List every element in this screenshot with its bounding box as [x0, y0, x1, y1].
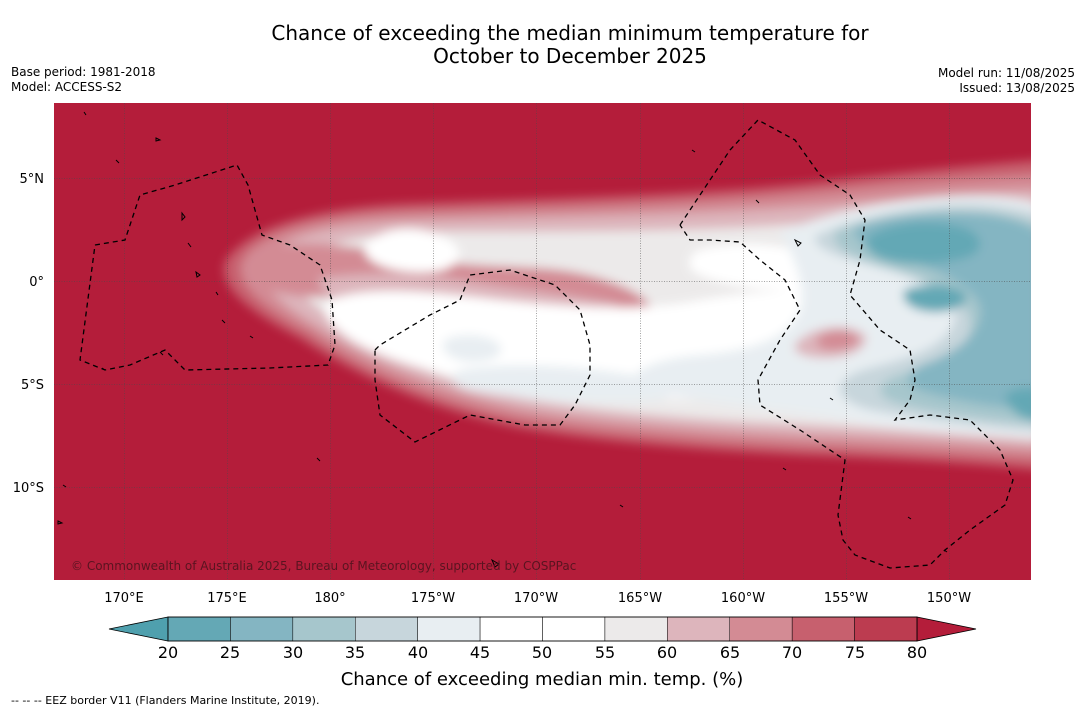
- model-name: Model: ACCESS-S2: [11, 80, 123, 94]
- colorbar-segment: [667, 616, 731, 642]
- colorbar-tick-label: 70: [782, 643, 802, 662]
- colorbar-tick-label: 80: [907, 643, 927, 662]
- longitude-gridlines: [124, 103, 950, 580]
- lon-tick-label: 155°W: [824, 591, 868, 606]
- band-20: [865, 222, 980, 264]
- colorbar-tick-label: 75: [845, 643, 865, 662]
- lon-tick-label: 165°W: [618, 591, 662, 606]
- colorbar-segment: [542, 616, 606, 642]
- lat-tick-label: 10°S: [13, 481, 44, 496]
- colorbar-tick-label: 25: [220, 643, 240, 662]
- eez-borders: [79, 119, 1014, 569]
- eez-footnote: -- -- -- EEZ border V11 (Flanders Marine…: [11, 694, 320, 707]
- colorbar-tick-label: 50: [532, 643, 552, 662]
- title-line-2: October to December 2025: [433, 44, 707, 68]
- base-period: Base period: 1981-2018: [11, 65, 156, 79]
- lon-tick-label: 175°W: [411, 591, 455, 606]
- lon-tick-label: 150°W: [927, 591, 971, 606]
- colorbar-tick-label: 35: [345, 643, 365, 662]
- colorbar-segment: [729, 616, 793, 642]
- band-20-b: [903, 285, 966, 312]
- run-info: Model run: 11/08/2025 Issued: 13/08/2025: [938, 66, 1075, 96]
- model-info: Base period: 1981-2018 Model: ACCESS-S2: [11, 65, 156, 95]
- cool-patch-south: [452, 365, 676, 403]
- lat-tick-label: 5°N: [20, 172, 45, 187]
- longitude-labels: 170°E 175°E 180° 175°W 170°W 165°W 160°W…: [104, 591, 971, 606]
- colorbar-segment: [167, 616, 231, 642]
- colorbar-ticks: 20 25 30 35 40 45 50 55 60 65 70 75 80: [158, 643, 927, 662]
- lon-tick-label: 175°E: [207, 591, 247, 606]
- colorbar-segment: [230, 616, 294, 642]
- colorbar-over-arrow: [916, 616, 977, 642]
- colorbar-segment: [854, 616, 918, 642]
- white-patch-north: [364, 228, 460, 273]
- probability-field: [224, 160, 1031, 470]
- lon-tick-label: 170°E: [104, 591, 144, 606]
- eez-kiribati-line: [679, 119, 1014, 569]
- map-area: © Commonwealth of Australia 2025, Bureau…: [54, 103, 1031, 580]
- lat-tick-label: 5°S: [21, 378, 44, 393]
- colorbar-segments: [167, 616, 918, 642]
- colorbar-under-arrow: [108, 616, 169, 642]
- lon-tick-label: 160°W: [721, 591, 765, 606]
- eez-kiribati-gilbert: [79, 164, 336, 371]
- colorbar-title: Chance of exceeding median min. temp. (%…: [341, 669, 744, 690]
- colorbar-tick-label: 60: [657, 643, 677, 662]
- colorbar: 20 25 30 35 40 45 50 55 60 65 70 75 80 C…: [108, 616, 977, 690]
- eez-kiribati-phoenix: [374, 269, 591, 443]
- cool-patch-west: [442, 335, 501, 362]
- colorbar-tick-label: 55: [595, 643, 615, 662]
- lon-tick-label: 180°: [314, 591, 345, 606]
- colorbar-segment: [479, 616, 543, 642]
- band-20-c: [1005, 387, 1031, 420]
- map-title: Chance of exceeding the median minimum t…: [0, 22, 1085, 68]
- latitude-labels: 5°N 0° 5°S 10°S: [13, 172, 44, 496]
- islands: [57, 111, 948, 568]
- colorbar-tick-label: 30: [283, 643, 303, 662]
- model-run: Model run: 11/08/2025: [937, 66, 1075, 80]
- lon-tick-label: 170°W: [514, 591, 558, 606]
- colorbar-tick-label: 45: [470, 643, 490, 662]
- colorbar-segment: [417, 616, 481, 642]
- colorbar-segment: [791, 616, 855, 642]
- lat-tick-label: 0°: [29, 275, 44, 290]
- colorbar-frame: [167, 616, 918, 642]
- colorbar-segment: [355, 616, 418, 642]
- title-line-1: Chance of exceeding the median minimum t…: [271, 21, 869, 45]
- warm-spot-core: [816, 330, 859, 350]
- copyright-notice: © Commonwealth of Australia 2025, Bureau…: [71, 559, 576, 573]
- colorbar-tick-label: 65: [720, 643, 740, 662]
- colorbar-segment: [292, 616, 356, 642]
- colorbar-tick-label: 40: [408, 643, 428, 662]
- colorbar-segment: [604, 616, 668, 642]
- band-25: [854, 213, 1031, 410]
- issued-date: Issued: 13/08/2025: [959, 81, 1075, 95]
- colorbar-tick-label: 20: [158, 643, 178, 662]
